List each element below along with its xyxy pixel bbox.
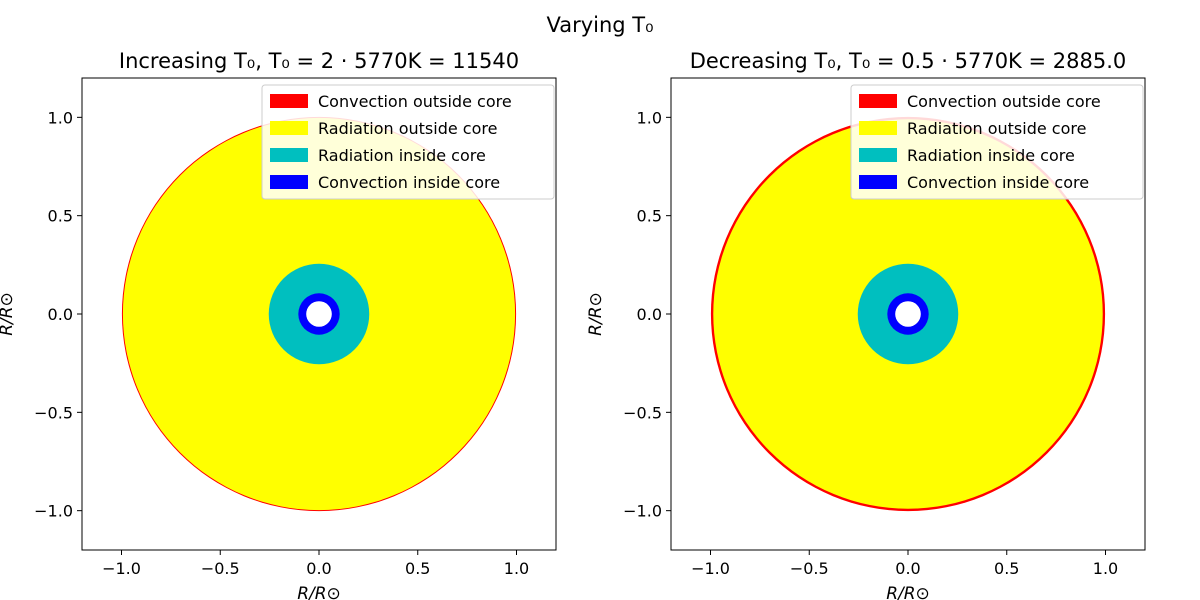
x-tick-label: 1.0 bbox=[504, 559, 529, 578]
panel-title: Decreasing T₀, T₀ = 0.5 · 5770K = 2885.0 bbox=[690, 49, 1127, 73]
y-tick-label: −1.0 bbox=[34, 502, 73, 521]
legend-label: Convection outside core bbox=[907, 92, 1101, 111]
x-axis-label: R/R⊙ bbox=[886, 584, 930, 600]
x-tick-label: −1.0 bbox=[102, 559, 141, 578]
legend-swatch bbox=[270, 121, 308, 135]
legend-swatch bbox=[859, 94, 897, 108]
legend-label: Radiation inside core bbox=[907, 146, 1075, 165]
figure-suptitle: Varying T₀ bbox=[546, 13, 653, 37]
legend-swatch bbox=[270, 148, 308, 162]
legend-box bbox=[261, 84, 555, 200]
x-tick-label: −1.0 bbox=[691, 559, 730, 578]
panel-title: Increasing T₀, T₀ = 2 · 5770K = 11540 bbox=[119, 49, 519, 73]
legend-label: Radiation inside core bbox=[318, 146, 486, 165]
center-hole bbox=[306, 301, 332, 327]
legend-label: Radiation outside core bbox=[907, 119, 1086, 138]
y-tick-label: −1.0 bbox=[623, 502, 662, 521]
x-tick-label: 1.0 bbox=[1093, 559, 1118, 578]
x-tick-label: 0.0 bbox=[895, 559, 920, 578]
y-tick-label: −0.5 bbox=[34, 403, 73, 422]
legend-label: Convection outside core bbox=[318, 92, 512, 111]
legend-label: Convection inside core bbox=[907, 173, 1089, 192]
y-axis-label: R/R⊙ bbox=[586, 292, 606, 336]
y-tick-label: 1.0 bbox=[48, 108, 73, 127]
legend: Convection outside core Radiation outside… bbox=[261, 84, 555, 200]
x-axis-label: R/R⊙ bbox=[297, 584, 341, 600]
panel-increasing: −1.0 −0.5 0.0 0.5 1.0 −1.0 −0.5 0.0 0.5 1.0 Increa… bbox=[0, 49, 557, 600]
y-tick-label: −0.5 bbox=[623, 403, 662, 422]
x-tick-label: 0.5 bbox=[405, 559, 430, 578]
x-tick-label: 0.0 bbox=[306, 559, 331, 578]
legend-swatch bbox=[270, 175, 308, 189]
y-tick-label: 0.5 bbox=[637, 207, 662, 226]
legend-label: Convection inside core bbox=[318, 173, 500, 192]
plot-area bbox=[710, 116, 1106, 512]
y-axis-label: R/R⊙ bbox=[0, 292, 17, 336]
y-tick-label: 0.0 bbox=[637, 305, 662, 324]
legend: Convection outside core Radiation outside… bbox=[850, 84, 1144, 200]
legend-swatch bbox=[859, 121, 897, 135]
x-tick-label: 0.5 bbox=[994, 559, 1019, 578]
x-tick-label: −0.5 bbox=[201, 559, 240, 578]
legend-swatch bbox=[859, 175, 897, 189]
legend-swatch bbox=[859, 148, 897, 162]
legend-box bbox=[850, 84, 1144, 200]
x-tick-label: −0.5 bbox=[790, 559, 829, 578]
legend-label: Radiation outside core bbox=[318, 119, 497, 138]
y-tick-label: 0.5 bbox=[48, 207, 73, 226]
plot-area bbox=[121, 116, 517, 512]
y-tick-label: 0.0 bbox=[48, 305, 73, 324]
legend-swatch bbox=[270, 94, 308, 108]
center-hole bbox=[895, 301, 921, 327]
y-tick-label: 1.0 bbox=[637, 108, 662, 127]
panel-decreasing: −1.0 −0.5 0.0 0.5 1.0 −1.0 −0.5 0.0 0.5 1.0 Decrea… bbox=[586, 49, 1146, 600]
